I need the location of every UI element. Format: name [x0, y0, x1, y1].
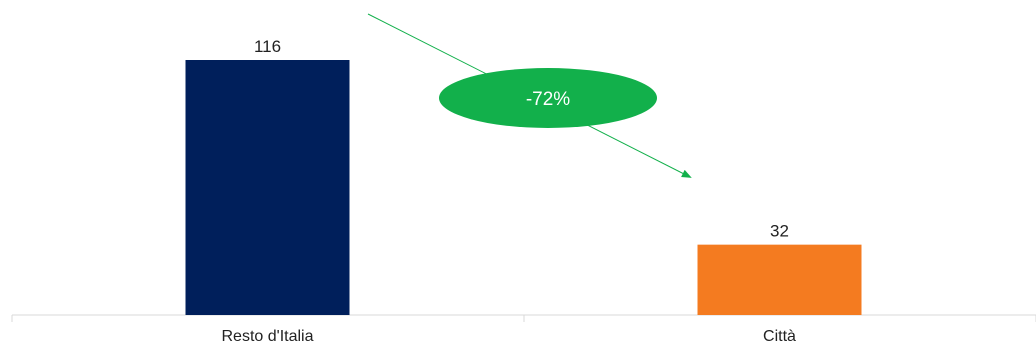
- bar-2: [697, 244, 862, 315]
- change-ellipse: [439, 68, 657, 128]
- category-label: Città: [763, 328, 796, 345]
- bar-1: [185, 60, 350, 315]
- bar-value-label: 116: [254, 37, 281, 56]
- bar-value-label: 32: [770, 222, 789, 241]
- category-label: Resto d'Italia: [222, 328, 314, 345]
- change-percent-label: -72%: [526, 89, 570, 110]
